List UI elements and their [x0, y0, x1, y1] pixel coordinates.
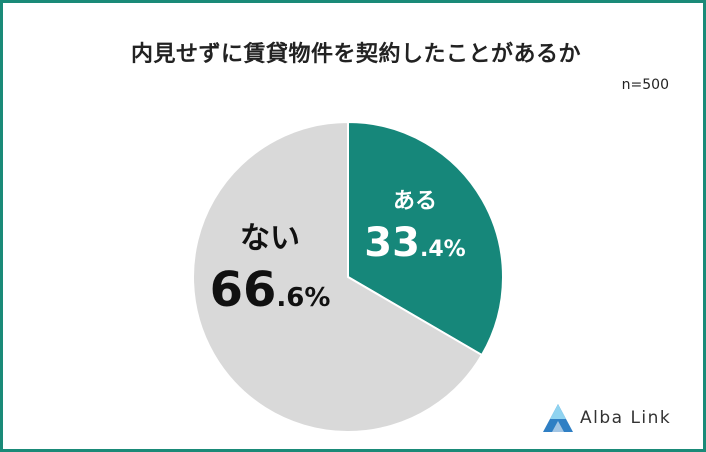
sample-size-label: n=500: [621, 77, 669, 93]
pie-labels: ある 33.4% ない 66.6%: [210, 189, 466, 318]
brand-logo: Alba Link: [542, 402, 671, 434]
pie-slice-no: [192, 120, 484, 433]
mountain-logo-icon: [543, 404, 573, 432]
brand-name: Alba Link: [580, 408, 672, 428]
slice-label-no: ない: [240, 221, 300, 256]
slice-label-yes: ある: [393, 189, 437, 214]
slice-value-no: 66.6%: [210, 262, 331, 318]
pie-slices: [192, 120, 504, 433]
pie-slice-yes: [347, 120, 504, 357]
slice-value-yes: 33.4%: [364, 220, 465, 266]
chart-title: 内見せずに賃貸物件を契約したことがあるか: [130, 42, 581, 67]
